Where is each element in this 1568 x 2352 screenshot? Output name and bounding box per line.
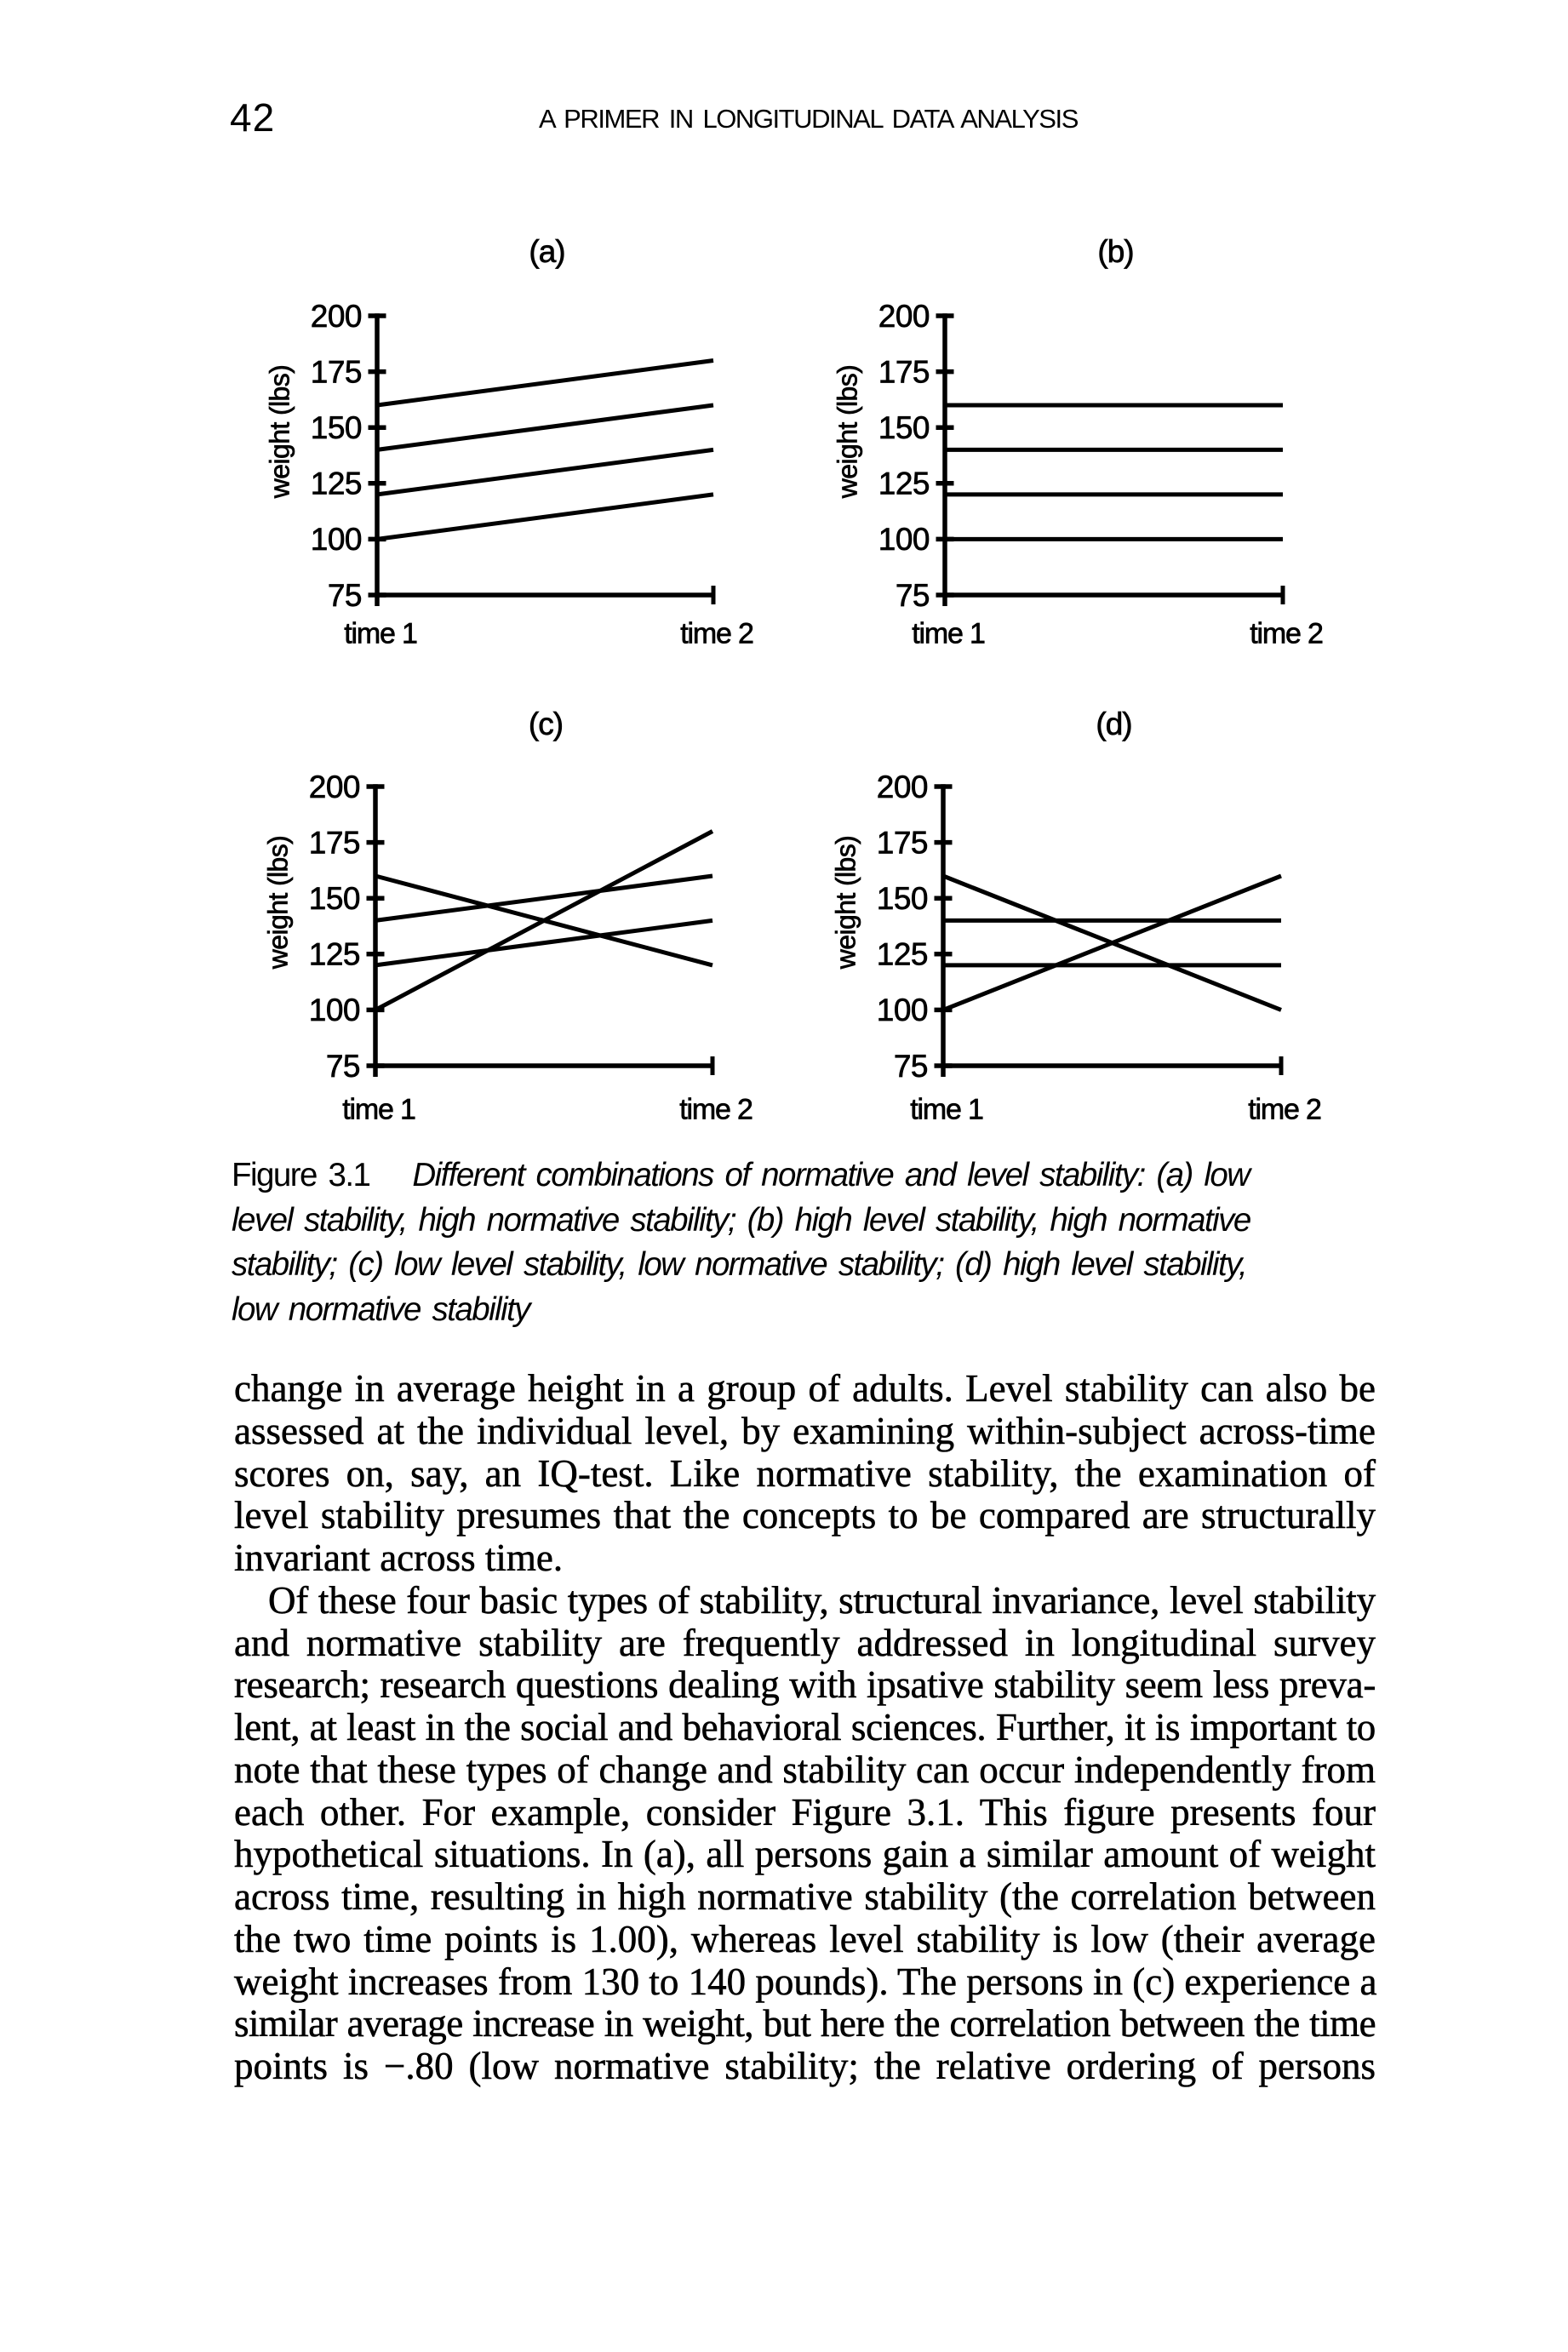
svg-text:(a): (a) — [529, 234, 564, 269]
svg-text:weight (lbs): weight (lbs) — [833, 365, 863, 499]
svg-text:weight (lbs): weight (lbs) — [831, 836, 861, 970]
svg-text:175: 175 — [311, 354, 362, 389]
svg-text:time 1: time 1 — [344, 618, 417, 650]
svg-text:weight (lbs): weight (lbs) — [263, 836, 294, 970]
svg-text:75: 75 — [328, 578, 362, 613]
svg-text:time 2: time 2 — [679, 1094, 753, 1126]
svg-text:time 2: time 2 — [680, 618, 753, 650]
svg-text:150: 150 — [309, 881, 360, 916]
svg-text:time 2: time 2 — [1248, 1094, 1321, 1126]
svg-text:(d): (d) — [1096, 707, 1131, 741]
svg-text:100: 100 — [309, 993, 360, 1027]
svg-text:75: 75 — [326, 1049, 360, 1084]
svg-text:75: 75 — [894, 1049, 928, 1084]
svg-text:175: 175 — [878, 354, 930, 389]
svg-text:100: 100 — [877, 993, 928, 1027]
svg-text:weight (lbs): weight (lbs) — [265, 365, 295, 499]
svg-text:time 1: time 1 — [910, 1094, 983, 1126]
svg-text:time 2: time 2 — [1250, 618, 1323, 650]
svg-text:125: 125 — [309, 937, 360, 972]
svg-text:100: 100 — [878, 522, 930, 557]
svg-text:200: 200 — [311, 299, 362, 334]
svg-text:200: 200 — [877, 770, 928, 804]
svg-text:200: 200 — [878, 299, 930, 334]
svg-text:125: 125 — [878, 466, 930, 501]
svg-text:125: 125 — [877, 937, 928, 972]
svg-text:175: 175 — [877, 825, 928, 860]
svg-text:175: 175 — [309, 825, 360, 860]
svg-text:75: 75 — [896, 578, 930, 613]
svg-text:100: 100 — [311, 522, 362, 557]
svg-text:(c): (c) — [529, 707, 563, 741]
svg-text:125: 125 — [311, 466, 362, 501]
svg-text:200: 200 — [309, 770, 360, 804]
svg-text:150: 150 — [878, 410, 930, 445]
svg-text:time 1: time 1 — [342, 1094, 415, 1126]
svg-text:150: 150 — [311, 410, 362, 445]
svg-text:(b): (b) — [1097, 234, 1133, 269]
svg-text:time 1: time 1 — [912, 618, 985, 650]
svg-text:150: 150 — [877, 881, 928, 916]
